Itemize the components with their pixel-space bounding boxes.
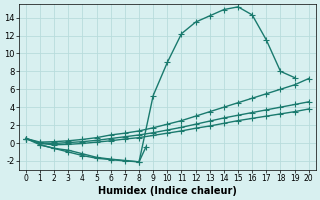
X-axis label: Humidex (Indice chaleur): Humidex (Indice chaleur)	[98, 186, 237, 196]
